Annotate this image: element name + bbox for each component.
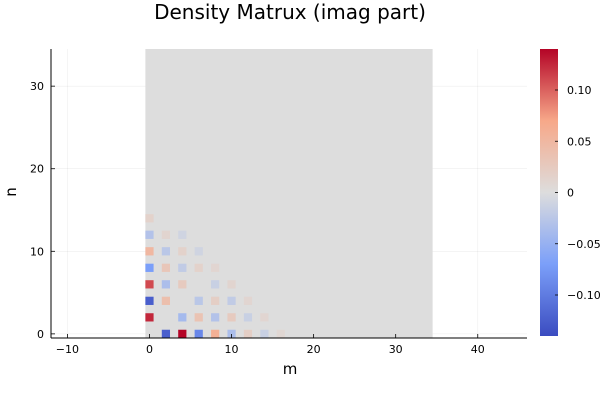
- heatmap-cell: [145, 214, 154, 223]
- y-tick-label: 0: [37, 328, 44, 341]
- heatmap-cell: [243, 313, 253, 322]
- heatmap-cell: [260, 329, 269, 338]
- heatmap-cell: [145, 263, 154, 272]
- colorbar-ticks: 0.10 0.05 0 −0.05 −0.10: [555, 84, 600, 302]
- heatmap-cell: [227, 296, 236, 305]
- heatmap-cell: [227, 329, 236, 338]
- y-tick-label: 20: [30, 163, 44, 176]
- x-tick-label: 10: [225, 343, 239, 356]
- colorbar-tick-label: 0.05: [567, 135, 592, 148]
- heatmap-cell: [178, 313, 187, 322]
- heatmap-cell: [178, 280, 187, 289]
- chart-title: Density Matrux (imag part): [154, 0, 426, 24]
- heatmap-cell: [161, 230, 170, 239]
- heatmap-cell: [211, 296, 220, 305]
- heatmap-cell: [227, 313, 236, 322]
- heatmap-cell: [276, 329, 285, 338]
- y-tick-label: 30: [30, 80, 44, 93]
- heatmap-cell: [227, 280, 236, 289]
- x-tick-label: 20: [307, 343, 321, 356]
- y-axis-ticks: 0 10 20 30: [30, 80, 55, 341]
- axes: [50, 49, 527, 339]
- heatmap-cell: [145, 230, 154, 239]
- heatmap-cell: [194, 313, 203, 322]
- heatmap-cell: [161, 296, 170, 305]
- heatmap-cell: [178, 329, 187, 338]
- heatmap-cell: [211, 263, 220, 272]
- colorbar-tick-label: −0.10: [567, 289, 600, 302]
- heatmap-cell: [145, 247, 154, 256]
- heatmap-cell: [211, 280, 220, 289]
- colorbar-tick-label: 0.10: [567, 84, 592, 97]
- colorbar: [540, 49, 558, 336]
- heatmap-cell: [211, 313, 220, 322]
- heatmap-cell: [194, 247, 203, 256]
- heatmap-cell: [178, 230, 187, 239]
- heatmap-cell: [161, 263, 170, 272]
- heatmap-cell: [194, 263, 203, 272]
- x-tick-label: 30: [389, 343, 403, 356]
- y-tick-label: 10: [30, 245, 44, 258]
- heatmap-cell: [145, 296, 154, 305]
- colorbar-tick-label: 0: [567, 187, 574, 200]
- heatmap-cell: [243, 296, 253, 305]
- heatmap-cell: [145, 313, 154, 322]
- heatmap-cell: [161, 329, 170, 338]
- heatmap-matrix: [145, 49, 433, 338]
- heatmap-cell: [161, 280, 170, 289]
- x-tick-label: 40: [471, 343, 485, 356]
- x-axis-ticks: −10 0 10 20 30 40: [56, 334, 485, 356]
- heatmap-cell: [194, 296, 203, 305]
- x-tick-label: 0: [146, 343, 153, 356]
- heatmap-cell: [194, 329, 203, 338]
- heatmap-cell: [178, 263, 187, 272]
- y-axis-label: n: [2, 187, 20, 197]
- heatmap-cell: [145, 280, 154, 289]
- colorbar-tick-label: −0.05: [567, 238, 600, 251]
- heatmap-cell: [211, 329, 220, 338]
- heatmap-cell: [178, 247, 187, 256]
- heatmap-cell: [260, 313, 269, 322]
- heatmap-background: [145, 49, 433, 338]
- x-axis-label: m: [283, 360, 298, 378]
- heatmap-cell: [243, 329, 253, 338]
- x-tick-label: −10: [56, 343, 79, 356]
- heatmap-cell: [161, 247, 170, 256]
